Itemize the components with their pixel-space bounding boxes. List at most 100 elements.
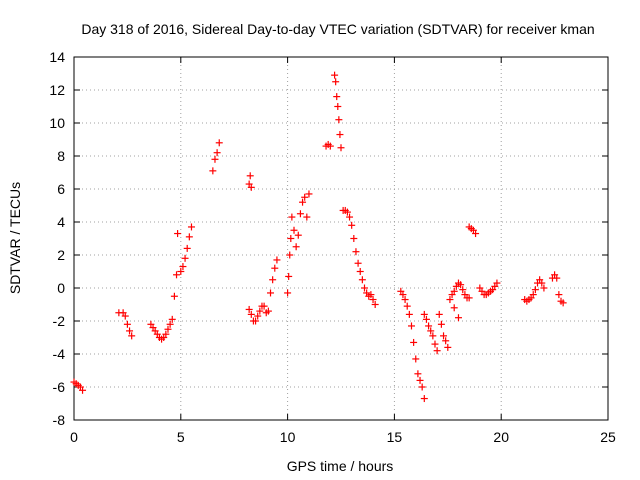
data-point (181, 254, 189, 262)
data-point (348, 221, 356, 229)
data-point (285, 272, 293, 280)
y-tick-label: 8 (57, 148, 65, 164)
data-point (422, 315, 430, 323)
data-point (271, 264, 279, 272)
data-point (326, 142, 334, 150)
data-point (420, 395, 428, 403)
y-tick-label: 12 (49, 82, 65, 98)
data-point (179, 263, 187, 271)
data-point (399, 291, 407, 299)
data-point (254, 312, 262, 320)
y-tick-label: -4 (53, 346, 66, 362)
data-point (333, 93, 341, 101)
data-point (433, 347, 441, 355)
y-tick-label: 4 (57, 214, 65, 230)
chart-title: Day 318 of 2016, Sidereal Day-to-day VTE… (81, 21, 594, 37)
axis-ticks: 0 5 10 15 20 25 -8 -6 -4 -2 0 2 4 6 8 10 12 14 (49, 49, 616, 445)
data-point (332, 78, 340, 86)
data-point (334, 103, 342, 110)
y-tick-label: 14 (49, 49, 65, 65)
data-point (267, 289, 275, 297)
data-point (437, 320, 445, 328)
data-point (288, 213, 296, 221)
x-tick-label: 15 (387, 429, 403, 445)
x-tick-label: 10 (280, 429, 296, 445)
data-point (450, 304, 458, 312)
data-point (284, 289, 292, 297)
y-tick-label: 10 (49, 115, 65, 131)
data-point (245, 305, 253, 313)
data-point (446, 296, 454, 304)
data-point (356, 268, 364, 275)
y-tick-label: 2 (57, 247, 65, 263)
data-point (303, 213, 311, 221)
data-point (420, 310, 428, 318)
data-point (209, 167, 217, 175)
data-point (360, 284, 368, 292)
y-tick-label: -2 (53, 313, 66, 329)
data-point (246, 172, 254, 180)
data-point (414, 370, 422, 378)
y-tick-label: -8 (53, 412, 66, 428)
data-point (472, 230, 480, 238)
data-point (121, 312, 129, 320)
data-point (405, 310, 413, 318)
data-point (465, 294, 473, 302)
data-point (410, 338, 418, 346)
data-point (215, 139, 223, 147)
data-point (79, 386, 87, 394)
data-point (435, 310, 443, 318)
data-point (367, 291, 375, 299)
data-point (531, 286, 539, 294)
data-point (427, 327, 435, 335)
data-point (343, 208, 351, 216)
data-point (273, 256, 281, 264)
data-point (442, 337, 450, 345)
data-point (286, 251, 294, 259)
data-point (269, 276, 277, 284)
data-point (264, 307, 272, 315)
data-point (493, 279, 501, 287)
data-point (529, 291, 537, 299)
data-point (256, 307, 264, 315)
data-point (354, 259, 362, 267)
data-point (170, 292, 178, 300)
data-point (540, 284, 548, 292)
data-point (429, 332, 437, 340)
x-axis-label: GPS time / hours (287, 458, 394, 474)
data-point (296, 210, 304, 218)
data-point (185, 233, 193, 241)
data-point (450, 287, 458, 295)
data-point (346, 213, 354, 221)
plot-frame (73, 56, 609, 421)
data-point (168, 315, 176, 323)
data-point (126, 327, 134, 335)
data-point (555, 291, 563, 299)
data-point (292, 243, 300, 251)
data-point (299, 198, 307, 206)
x-tick-label: 25 (600, 429, 616, 445)
grid-lines (74, 57, 608, 420)
data-point (454, 314, 462, 322)
y-tick-label: 6 (57, 181, 65, 197)
data-point (252, 317, 260, 325)
data-point (412, 355, 420, 363)
data-point (211, 155, 219, 163)
data-point (260, 302, 268, 310)
data-point (457, 281, 465, 289)
data-point (213, 149, 221, 157)
data-point (164, 325, 172, 333)
data-point (358, 276, 366, 284)
x-tick-label: 20 (493, 429, 509, 445)
data-point (187, 223, 195, 231)
data-point (331, 71, 339, 79)
data-point (425, 322, 433, 330)
data-point (407, 322, 415, 330)
data-point (183, 244, 191, 252)
data-point (416, 376, 424, 384)
data-point (444, 343, 452, 351)
data-point (301, 193, 309, 201)
data-point (369, 296, 377, 304)
data-point (553, 274, 561, 282)
